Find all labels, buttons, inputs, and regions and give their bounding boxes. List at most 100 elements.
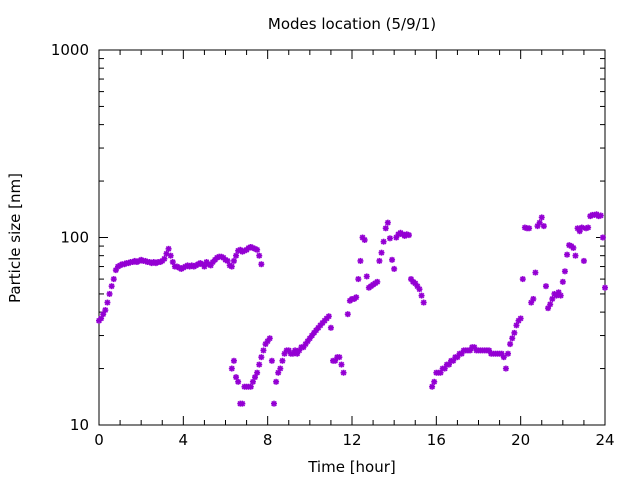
- data-point: [239, 400, 246, 407]
- data-point: [353, 294, 360, 301]
- data-point: [266, 335, 273, 342]
- data-point: [564, 251, 571, 258]
- data-point: [384, 219, 391, 226]
- data-point: [254, 246, 261, 253]
- data-point: [378, 249, 385, 256]
- data-point: [511, 329, 518, 336]
- data-point: [224, 257, 231, 264]
- data-point: [340, 369, 347, 376]
- data-point: [110, 276, 117, 283]
- data-point: [405, 232, 412, 239]
- x-tick-label: 12: [342, 431, 361, 449]
- data-point: [389, 256, 396, 263]
- data-point: [355, 276, 362, 283]
- data-point: [256, 361, 263, 368]
- data-point: [429, 383, 436, 390]
- data-point: [416, 286, 423, 293]
- data-point: [538, 214, 545, 221]
- x-tick-label: 0: [94, 431, 104, 449]
- x-tick-label: 20: [511, 431, 530, 449]
- data-point: [256, 252, 263, 259]
- data-point: [230, 257, 237, 264]
- data-point: [268, 357, 275, 364]
- data-point: [380, 238, 387, 245]
- x-tick-label: 16: [427, 431, 446, 449]
- data-point: [235, 378, 242, 385]
- data-point: [247, 383, 254, 390]
- data-point: [106, 290, 113, 297]
- data-point: [382, 225, 389, 232]
- data-point: [597, 212, 604, 219]
- data-point: [361, 236, 368, 243]
- data-point: [165, 245, 172, 252]
- data-point: [338, 361, 345, 368]
- y-axis-ticks: 10 100 1000: [51, 41, 605, 434]
- data-point: [327, 324, 334, 331]
- data-point: [363, 273, 370, 280]
- y-tick-label: 1000: [51, 41, 89, 59]
- data-point: [169, 259, 176, 266]
- data-point: [420, 299, 427, 306]
- data-point: [228, 263, 235, 270]
- data-point: [254, 369, 261, 376]
- data-point: [418, 292, 425, 299]
- data-point: [505, 350, 512, 357]
- data-point: [547, 301, 554, 308]
- data-point: [561, 268, 568, 275]
- data-point: [599, 234, 606, 241]
- data-point: [102, 307, 109, 314]
- chart-title: Modes location (5/9/1): [268, 15, 436, 33]
- y-axis-title: Particle size [nm]: [6, 173, 24, 303]
- data-point: [391, 265, 398, 272]
- data-point: [374, 278, 381, 285]
- data-point: [108, 283, 115, 290]
- data-point: [507, 341, 514, 348]
- data-point: [536, 219, 543, 226]
- x-tick-label: 4: [179, 431, 189, 449]
- data-point: [100, 311, 107, 318]
- plot-frame: [98, 49, 606, 426]
- data-points: [96, 211, 608, 407]
- data-point: [517, 315, 524, 322]
- data-point: [431, 378, 438, 385]
- data-point: [559, 278, 566, 285]
- data-point: [572, 252, 579, 259]
- data-point: [277, 365, 284, 372]
- data-point: [602, 284, 608, 291]
- data-point: [437, 369, 444, 376]
- data-point: [519, 276, 526, 283]
- data-point: [104, 299, 111, 306]
- data-point: [513, 322, 520, 329]
- data-point: [258, 261, 265, 268]
- data-point: [336, 354, 343, 361]
- y-tick-label: 100: [60, 229, 89, 247]
- data-point: [376, 257, 383, 264]
- data-point: [530, 295, 537, 302]
- data-point: [230, 357, 237, 364]
- data-point: [576, 228, 583, 235]
- x-axis-title: Time [hour]: [307, 458, 396, 476]
- data-point: [570, 244, 577, 251]
- data-point: [279, 357, 286, 364]
- data-point: [228, 365, 235, 372]
- data-point: [258, 354, 265, 361]
- data-point: [386, 235, 393, 242]
- data-point: [557, 292, 564, 299]
- data-point: [532, 269, 539, 276]
- data-point: [201, 263, 208, 270]
- data-point: [500, 354, 507, 361]
- data-point: [509, 335, 516, 342]
- data-point: [233, 252, 240, 259]
- y-tick-label: 10: [70, 416, 89, 434]
- x-tick-label: 24: [595, 431, 614, 449]
- data-point: [273, 378, 280, 385]
- data-point: [502, 365, 509, 372]
- data-point: [325, 313, 332, 320]
- data-point: [526, 225, 533, 232]
- x-axis-ticks: 0 4 8 12 16 20 24: [94, 50, 615, 449]
- data-point: [549, 295, 556, 302]
- data-point: [167, 252, 174, 259]
- data-point: [260, 347, 267, 354]
- data-point: [357, 257, 364, 264]
